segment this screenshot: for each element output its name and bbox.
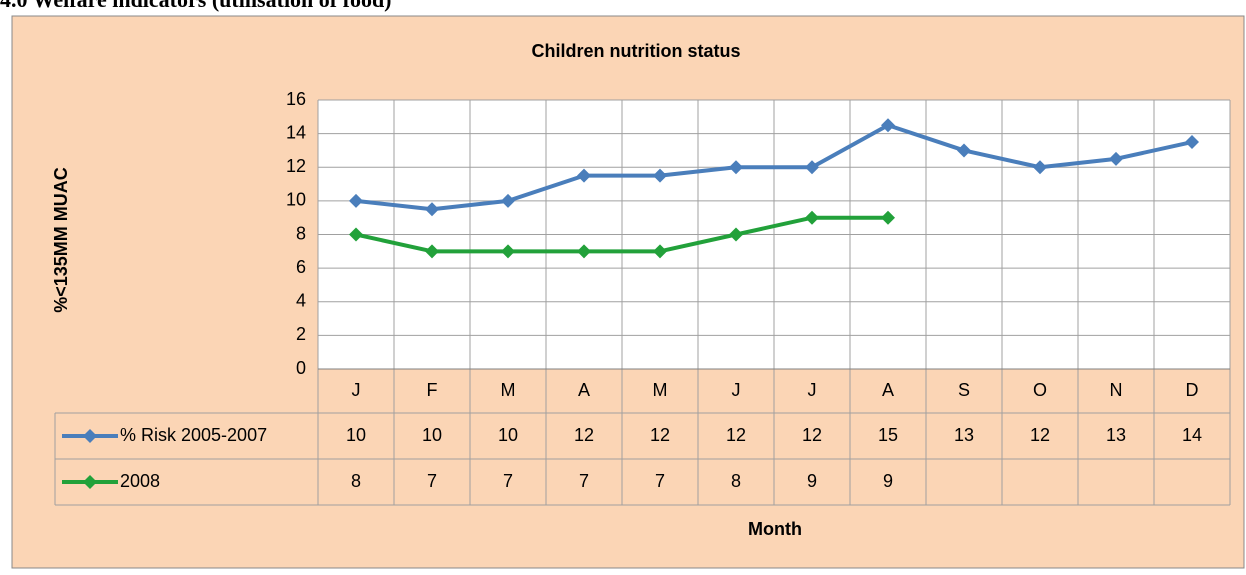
marker xyxy=(805,210,819,225)
y-tick-label: 6 xyxy=(296,257,306,277)
marker xyxy=(729,160,743,175)
table-cell: 13 xyxy=(1106,425,1126,445)
marker xyxy=(577,244,591,259)
marker xyxy=(501,193,515,208)
series-line xyxy=(355,215,888,254)
marker xyxy=(425,202,439,217)
heading: 4.0 Welfare indicators (utilisation of f… xyxy=(0,0,392,12)
y-tick-label: 8 xyxy=(296,223,306,243)
marker xyxy=(1033,160,1047,175)
x-tick-label: D xyxy=(1186,380,1199,400)
x-tick-label: N xyxy=(1110,380,1123,400)
chart-title: Children nutrition status xyxy=(532,41,741,61)
table-cell: 12 xyxy=(1030,425,1050,445)
marker xyxy=(1109,151,1123,166)
y-tick-label: 4 xyxy=(296,291,306,311)
marker xyxy=(349,227,363,242)
y-tick-label: 16 xyxy=(286,89,306,109)
series-line xyxy=(355,123,1193,212)
y-axis-label: %<135MM MUAC xyxy=(51,167,71,313)
table-cell: 7 xyxy=(503,471,513,491)
x-tick-label: J xyxy=(808,380,817,400)
marker xyxy=(729,227,743,242)
table-cell: 10 xyxy=(346,425,366,445)
legend-label: 2008 xyxy=(120,471,160,491)
x-tick-label: M xyxy=(653,380,668,400)
table-cell: 12 xyxy=(802,425,822,445)
x-tick-label: J xyxy=(732,380,741,400)
table-cell: 15 xyxy=(878,425,898,445)
marker xyxy=(425,244,439,259)
legend-marker xyxy=(83,429,97,443)
table-cell: 10 xyxy=(498,425,518,445)
table-cell: 12 xyxy=(726,425,746,445)
y-tick-label: 0 xyxy=(296,358,306,378)
marker xyxy=(501,244,515,259)
table-cell: 7 xyxy=(579,471,589,491)
marker xyxy=(1185,135,1199,150)
table-cell: 14 xyxy=(1182,425,1202,445)
x-axis-label: Month xyxy=(748,519,802,539)
table-cell: 9 xyxy=(807,471,817,491)
x-tick-label: J xyxy=(352,380,361,400)
marker xyxy=(653,168,667,183)
x-tick-label: A xyxy=(882,380,894,400)
x-tick-label: O xyxy=(1033,380,1047,400)
y-tick-label: 2 xyxy=(296,324,306,344)
table-cell: 12 xyxy=(574,425,594,445)
legend-marker xyxy=(83,475,97,489)
marker xyxy=(805,160,819,175)
x-tick-label: S xyxy=(958,380,970,400)
y-tick-label: 12 xyxy=(286,156,306,176)
marker xyxy=(881,210,895,225)
table-cell: 8 xyxy=(351,471,361,491)
marker xyxy=(957,143,971,158)
marker xyxy=(653,244,667,259)
table-cell: 9 xyxy=(883,471,893,491)
legend-label: % Risk 2005-2007 xyxy=(120,425,267,445)
marker xyxy=(349,193,363,208)
table-cell: 7 xyxy=(427,471,437,491)
x-tick-label: F xyxy=(427,380,438,400)
x-tick-label: A xyxy=(578,380,590,400)
marker xyxy=(577,168,591,183)
y-tick-label: 10 xyxy=(286,190,306,210)
table-cell: 8 xyxy=(731,471,741,491)
table-cell: 10 xyxy=(422,425,442,445)
table-cell: 13 xyxy=(954,425,974,445)
marker xyxy=(881,118,895,133)
y-tick-label: 14 xyxy=(286,122,306,142)
x-tick-label: M xyxy=(501,380,516,400)
table-cell: 7 xyxy=(655,471,665,491)
table-cell: 12 xyxy=(650,425,670,445)
